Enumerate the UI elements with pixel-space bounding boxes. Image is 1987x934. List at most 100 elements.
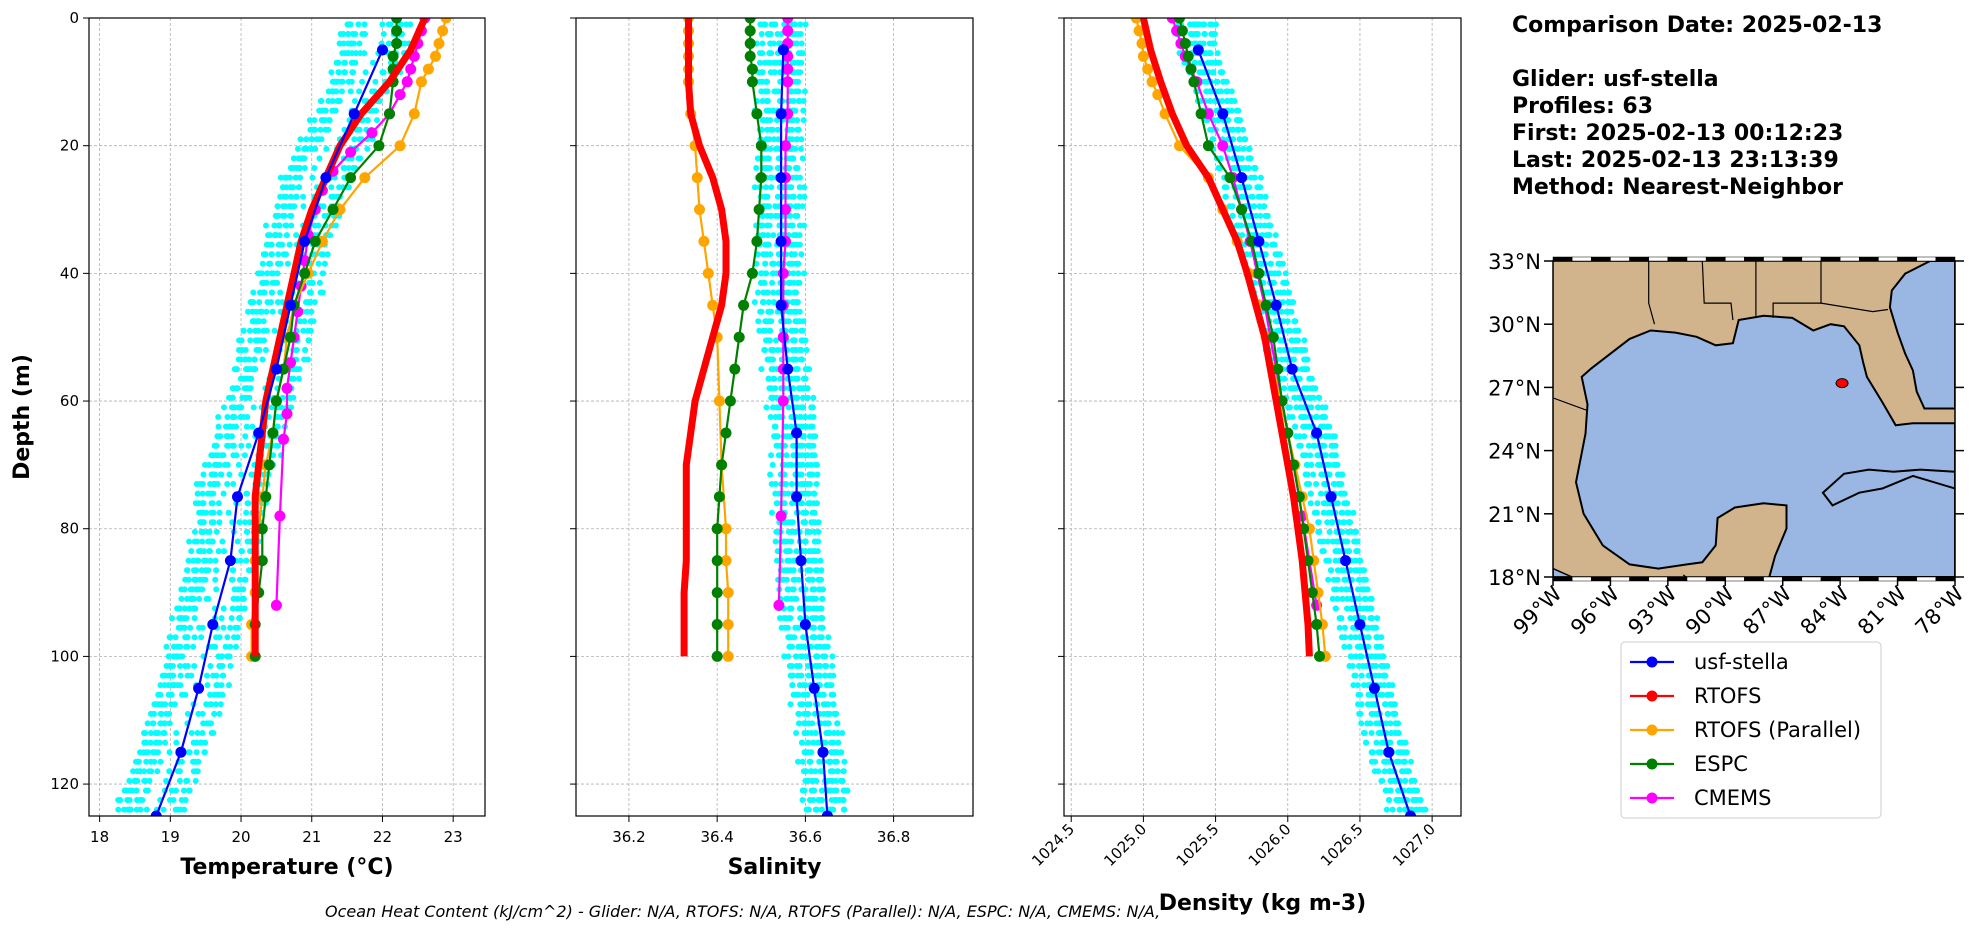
glider-scatter-point [802, 720, 809, 727]
glider-scatter-point [751, 299, 758, 306]
glider-scatter-point [1210, 31, 1217, 37]
glider-scatter-point [1357, 653, 1364, 660]
glider-scatter-point [397, 21, 404, 28]
glider-scatter-point [264, 270, 271, 277]
glider-scatter-point [1341, 624, 1348, 631]
glider-scatter-point [1268, 260, 1274, 267]
glider-scatter-point [804, 816, 810, 822]
glider-scatter-point [350, 165, 357, 171]
glider-scatter-point [151, 710, 157, 717]
x-tick-label: 18 [90, 828, 109, 846]
map-border-tick [1878, 256, 1898, 262]
glider-scatter-point [800, 394, 806, 401]
glider-scatter-point [227, 663, 234, 669]
glider-scatter-point [213, 672, 220, 679]
glider-scatter-point [784, 586, 791, 593]
glider-scatter-point [1214, 50, 1221, 57]
glider-scatter-point [1314, 452, 1321, 459]
glider-scatter-point [1378, 634, 1385, 641]
map-lon-label: 78°W [1911, 581, 1969, 639]
glider-scatter-point [1387, 701, 1394, 708]
glider-scatter-point [808, 423, 815, 430]
series-line-glider [1197, 49, 1412, 816]
glider-scatter-point [839, 777, 846, 784]
glider-scatter-point [1382, 787, 1389, 794]
last-time: Last: 2025-02-13 23:13:39 [1512, 148, 1839, 173]
glider-scatter-point [801, 270, 808, 277]
glider-scatter-point [798, 356, 805, 363]
glider-scatter-point [1324, 519, 1331, 526]
glider-scatter-point [1303, 481, 1310, 487]
glider-scatter-point [147, 739, 154, 746]
glider-scatter-point [785, 519, 792, 526]
glider-scatter-point [272, 212, 279, 219]
glider-scatter-point [245, 500, 252, 507]
glider-scatter-point [822, 643, 829, 650]
glider-scatter-point [178, 595, 185, 602]
glider-scatter-point [789, 643, 796, 650]
series-marker-glider [320, 172, 332, 184]
glider-scatter-point [1329, 442, 1336, 449]
glider-scatter-point [1367, 595, 1374, 602]
state-border [1648, 261, 1656, 325]
glider-scatter-point [1407, 826, 1413, 832]
glider-scatter-point [212, 576, 219, 583]
glider-scatter-point [789, 663, 795, 669]
glider-scatter-point [1358, 672, 1365, 679]
glider-scatter-point [143, 806, 150, 813]
glider-scatter-point [320, 270, 327, 277]
glider-scatter-point [768, 394, 775, 401]
glider-scatter-point [1299, 347, 1306, 353]
map-border-tick [1878, 576, 1898, 582]
series-marker-rtofs_parallel [720, 555, 732, 567]
glider-scatter-point [253, 347, 260, 353]
glider-scatter-point [800, 682, 807, 689]
glider-scatter-point [1386, 682, 1393, 689]
glider-scatter-point [295, 375, 302, 382]
series-marker-cmems [775, 510, 787, 522]
glider-scatter-point [218, 682, 225, 689]
glider-scatter-point [1417, 816, 1423, 822]
glider-scatter-point [1280, 289, 1287, 296]
glider-scatter-point [1406, 816, 1412, 822]
glider-scatter-point [818, 567, 825, 574]
glider-scatter-point [794, 299, 801, 306]
glider-scatter-point [226, 682, 232, 689]
glider-scatter-point [795, 385, 802, 392]
glider-scatter-point [1344, 595, 1351, 602]
glider-scatter-point [122, 826, 128, 832]
glider-scatter-point [815, 816, 821, 822]
glider-scatter-point [146, 768, 153, 775]
glider-scatter-point [790, 193, 797, 200]
glider-scatter-point [132, 826, 138, 832]
glider-scatter-point [1354, 682, 1361, 689]
glider-scatter-point [766, 222, 773, 229]
glider-scatter-point [1299, 366, 1306, 373]
glider-scatter-point [804, 461, 811, 468]
glider-scatter-point [767, 59, 774, 66]
glider-scatter-point [160, 701, 167, 708]
series-marker-rtofs_parallel [437, 25, 449, 37]
glider-scatter-point [803, 347, 810, 353]
glider-scatter-point [340, 165, 347, 171]
glider-scatter-point [141, 739, 148, 746]
glider-scatter-point [225, 509, 232, 516]
map-area [1553, 261, 1955, 577]
series-marker-espc [1179, 38, 1191, 49]
glider-scatter-point [788, 595, 795, 602]
glider-scatter-point [763, 78, 770, 85]
glider-scatter-point [192, 777, 199, 784]
series-marker-espc [716, 459, 728, 471]
glider-scatter-point [786, 615, 793, 622]
glider-scatter-point [790, 299, 797, 306]
glider-scatter-point [769, 260, 776, 267]
glider-scatter-point [203, 509, 210, 516]
series-marker-espc [1185, 63, 1197, 75]
series-marker-cmems [401, 76, 413, 88]
glider-scatter-point [818, 787, 825, 794]
glider-scatter-point [195, 758, 202, 765]
glider-scatter-point [800, 691, 807, 698]
glider-scatter-point [829, 653, 836, 660]
density-panel: 1024.5 1025.0 1025.5 1026.0 1026.5 1027.0 Dens… [1028, 17, 1462, 916]
glider-scatter-point [210, 471, 217, 478]
